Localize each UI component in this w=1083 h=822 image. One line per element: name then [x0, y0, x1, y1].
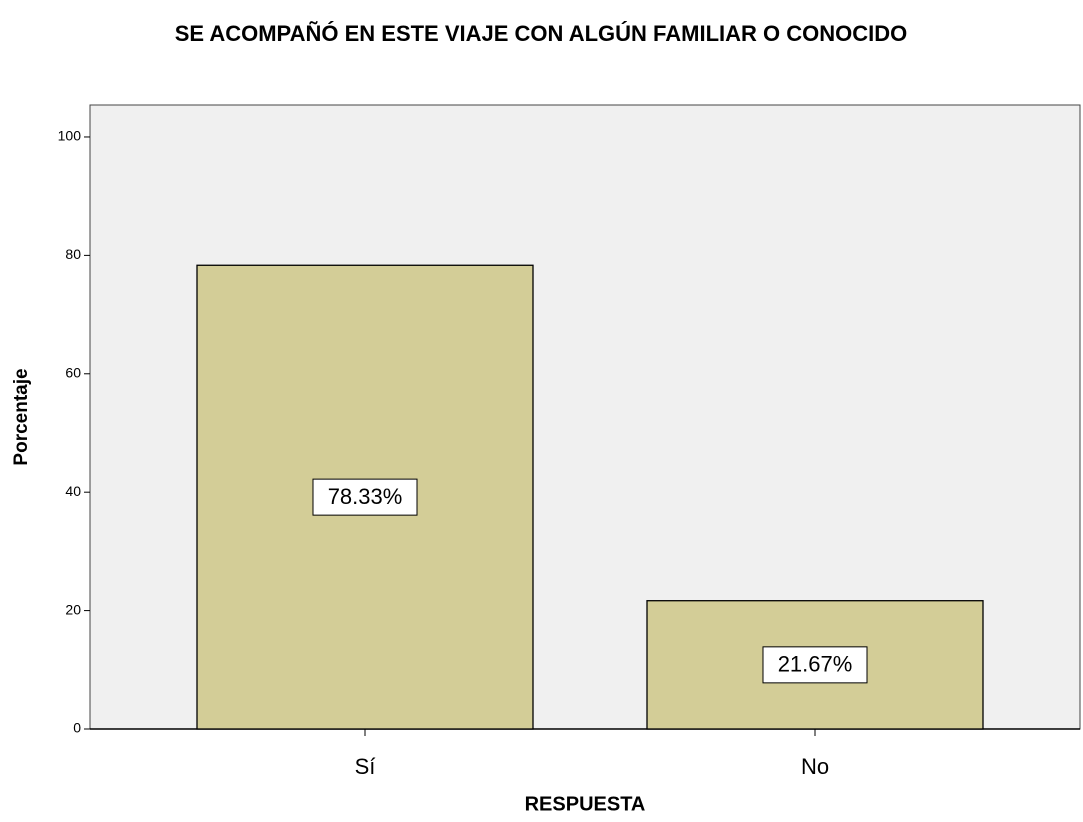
value-label: 21.67% — [778, 652, 853, 677]
chart-title: SE ACOMPAÑÓ EN ESTE VIAJE CON ALGÚN FAMI… — [175, 21, 908, 46]
y-tick-label: 60 — [65, 364, 81, 380]
y-tick-label: 80 — [65, 246, 81, 262]
value-label-box — [312, 478, 418, 516]
y-tick-label: 20 — [65, 601, 81, 617]
y-tick-label: 0 — [73, 720, 81, 736]
y-tick-label: 100 — [58, 128, 82, 144]
value-label: 78.33% — [328, 484, 403, 509]
y-axis-label: Porcentaje — [11, 368, 32, 465]
value-label-box — [762, 646, 868, 684]
x-axis-label: RESPUESTA — [525, 793, 646, 815]
x-tick-label: No — [801, 754, 829, 779]
x-tick-label: Sí — [355, 754, 376, 779]
y-tick-label: 40 — [65, 483, 81, 499]
